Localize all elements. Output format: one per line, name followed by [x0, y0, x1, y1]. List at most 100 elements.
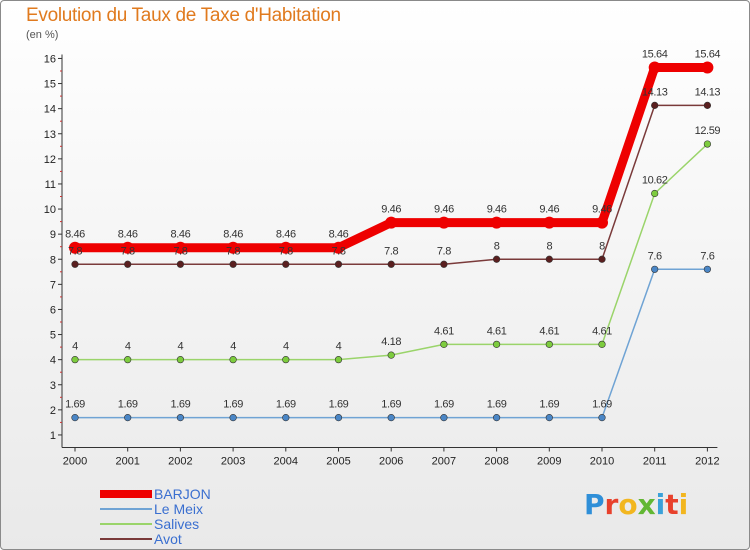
series-layer: [69, 61, 714, 422]
data-label: 9.46: [381, 204, 401, 216]
x-tick-label: 2008: [484, 456, 508, 468]
data-point: [701, 61, 714, 74]
x-tick-label: 2003: [221, 456, 245, 468]
legend-label: Avot: [154, 530, 182, 547]
data-label: 9.46: [487, 204, 507, 216]
data-label: 7.8: [437, 245, 451, 257]
x-tick-label: 2009: [537, 456, 561, 468]
y-tick-label: 12: [44, 154, 56, 166]
data-label: 1.69: [434, 399, 454, 411]
y-tick-label: 10: [44, 204, 56, 216]
data-point: [596, 216, 608, 229]
data-point: [69, 241, 81, 254]
data-point: [174, 241, 187, 254]
data-point: [334, 414, 343, 422]
legend-swatch: [100, 489, 152, 498]
y-tick-label: 6: [50, 304, 56, 316]
data-label: 4.61: [539, 325, 559, 337]
x-tick-label: 2000: [63, 456, 87, 468]
logo-letter: i: [655, 488, 666, 521]
data-label: 4: [125, 341, 131, 353]
data-point: [71, 260, 79, 268]
data-point: [71, 356, 79, 364]
data-label: 4: [72, 341, 78, 353]
data-label: 15.64: [695, 48, 721, 60]
data-label: 7.8: [331, 245, 345, 257]
data-label: 10.62: [642, 174, 668, 186]
data-label: 4: [230, 341, 236, 353]
data-label: 8.46: [65, 229, 85, 241]
y-tick-label: 8: [50, 254, 56, 266]
data-point: [71, 414, 79, 422]
logo-letter: t: [665, 488, 679, 521]
data-label: 8.46: [170, 229, 190, 241]
data-point: [387, 351, 395, 359]
chart-title: Evolution du Taux de Taxe d'Habitation: [26, 5, 341, 26]
data-point: [598, 255, 606, 263]
x-tick-label: 2011: [643, 456, 667, 468]
data-point: [279, 241, 292, 254]
data-point: [440, 340, 448, 348]
x-tick-label: 2005: [326, 456, 350, 468]
legend-swatch: [100, 507, 152, 510]
y-tick-label: 13: [44, 129, 56, 141]
data-point: [282, 356, 290, 364]
data-label: 15.64: [642, 48, 668, 60]
data-point: [124, 356, 132, 364]
legend-item: Salives: [100, 516, 199, 532]
data-point: [334, 260, 343, 268]
data-label: 4.18: [381, 336, 401, 348]
y-tick-label: 16: [44, 53, 56, 65]
data-label: 8: [494, 240, 500, 252]
data-point: [651, 189, 659, 198]
data-point: [440, 260, 448, 268]
data-label: 14.13: [695, 86, 721, 98]
data-label: 4.61: [592, 325, 612, 337]
y-unit-label: (en %): [26, 29, 59, 41]
x-tick-label: 2010: [590, 456, 614, 468]
data-point: [545, 414, 553, 422]
data-label: 8.46: [223, 229, 243, 241]
legend-item: Le Meix: [100, 501, 203, 517]
data-label: 7.8: [279, 245, 293, 257]
x-tick-label: 2002: [168, 456, 192, 468]
legend-item: Avot: [100, 530, 182, 547]
y-tick-label: 14: [44, 104, 56, 116]
logo-letter: r: [604, 488, 619, 521]
data-point: [598, 340, 606, 348]
y-tick-label: 5: [50, 330, 56, 342]
data-label: 7.8: [384, 245, 398, 257]
data-label: 7.8: [68, 245, 82, 257]
data-point: [176, 414, 184, 422]
data-label: 14.13: [642, 86, 668, 98]
data-label: 1.69: [329, 399, 349, 411]
data-label: 1.69: [276, 399, 296, 411]
x-tick-label: 2006: [379, 456, 403, 468]
data-point: [124, 414, 132, 422]
data-point: [651, 101, 659, 109]
legend-item: BARJON: [100, 485, 211, 502]
data-label: 7.8: [173, 245, 187, 257]
y-tick-label: 3: [50, 380, 56, 392]
data-point: [648, 61, 661, 74]
legend-label: BARJON: [154, 485, 211, 502]
data-label: 8: [546, 240, 552, 252]
x-tick-label: 2004: [274, 456, 298, 468]
data-point: [490, 216, 503, 229]
y-tick-label: 15: [44, 79, 56, 91]
logo-letter: i: [678, 488, 689, 521]
data-point: [282, 260, 290, 268]
y-tick-label: 1: [50, 430, 56, 442]
data-point: [124, 260, 132, 268]
logo-letter: P: [584, 488, 605, 521]
data-label: 1.69: [381, 399, 401, 411]
data-label: 4: [178, 341, 184, 353]
data-label: 1.69: [170, 399, 190, 411]
data-point: [598, 414, 606, 422]
data-point: [385, 216, 398, 229]
data-point: [229, 260, 237, 268]
data-label: 8.46: [329, 229, 349, 241]
data-point: [282, 414, 290, 422]
data-label: 9.46: [539, 204, 559, 216]
